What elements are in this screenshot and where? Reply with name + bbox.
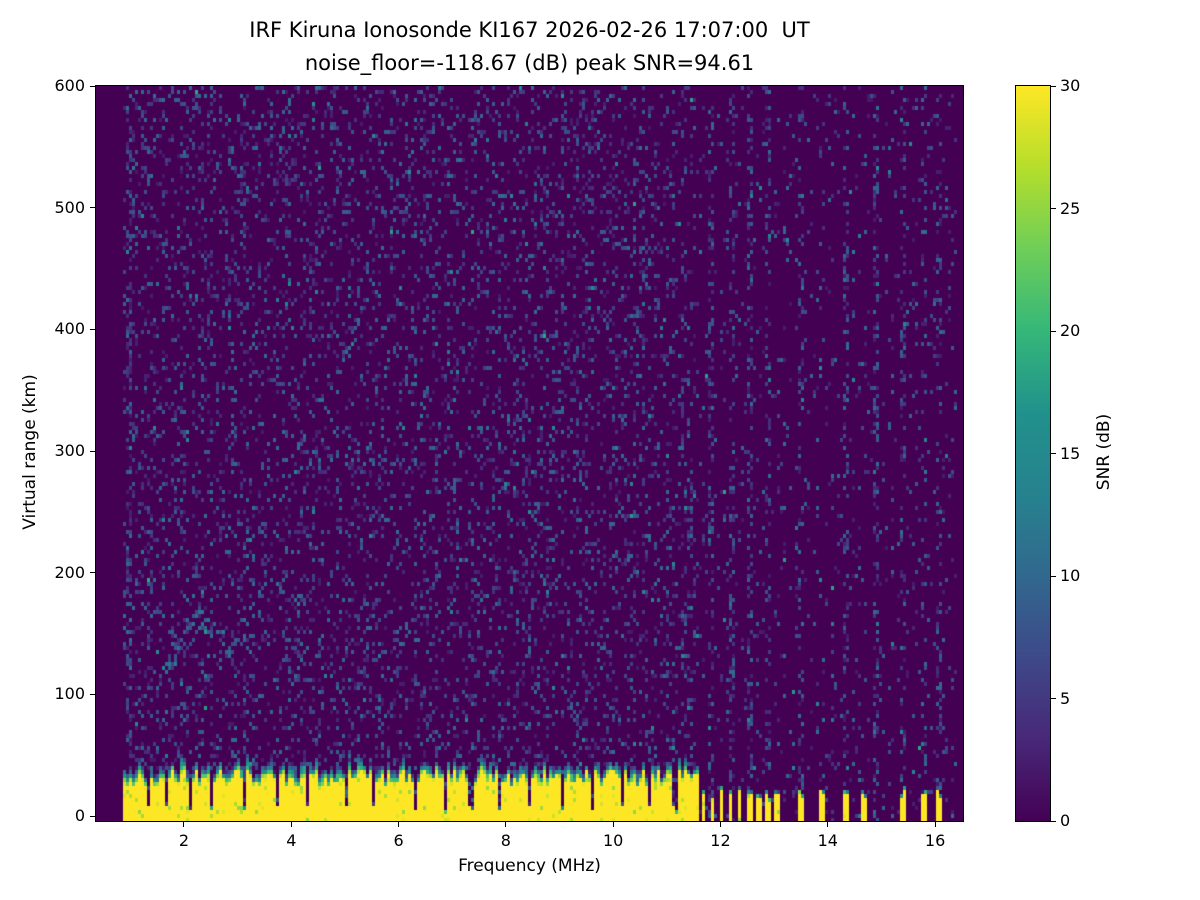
colorbar-label: SNR (dB) [1094,413,1114,491]
x-axis-tick [290,822,292,827]
y-axis-tick-label: 100 [54,684,85,704]
x-axis-tick-label: 12 [710,831,731,850]
x-axis-tick-label: 8 [500,831,511,850]
x-axis-tick [398,822,400,827]
chart-title: IRF Kiruna Ionosonde KI167 2026-02-26 17… [249,18,810,42]
colorbar-tick [1051,85,1056,87]
colorbar-tick-label: 5 [1060,688,1071,708]
x-axis-tick [934,822,936,827]
x-axis-tick [612,822,614,827]
y-axis-tick [90,207,95,209]
colorbar-tick [1051,330,1056,332]
y-axis-tick-label: 200 [54,562,85,582]
y-axis-tick-label: 500 [54,197,85,217]
y-axis-tick-label: 400 [54,319,85,339]
x-axis-tick-label: 2 [178,831,190,850]
chart-subtitle: noise_floor=-118.67 (dB) peak SNR=94.61 [304,51,755,75]
colorbar-tick [1051,575,1056,577]
colorbar-tick-label: 15 [1060,443,1081,463]
y-axis-tick-label: 300 [54,441,85,461]
y-axis-tick [90,328,95,330]
y-axis-tick [90,572,95,574]
y-axis-tick [90,85,95,87]
x-axis-tick-label: 6 [393,831,404,850]
y-axis-tick [90,815,95,817]
colorbar-tick [1051,698,1056,699]
colorbar-tick-label: 0 [1060,811,1071,830]
colorbar [1015,85,1051,822]
colorbar-tick-label: 25 [1060,198,1081,218]
x-axis-label: Frequency (MHz) [458,856,601,876]
plot-area [95,85,964,822]
x-axis-tick [183,822,185,827]
x-axis-tick [719,822,721,827]
colorbar-tick-label: 30 [1060,76,1081,95]
colorbar-tick-label: 10 [1060,566,1081,585]
x-axis-tick-label: 16 [924,831,946,850]
x-axis-tick-label: 4 [286,831,297,850]
y-axis-tick [90,693,95,695]
ionogram-heatmap-canvas [96,86,963,821]
y-axis-label: Virtual range (km) [20,374,40,530]
x-axis-tick [827,822,829,827]
y-axis-tick-label: 0 [74,806,85,826]
y-axis-tick [90,450,95,452]
colorbar-gradient [1016,86,1050,821]
x-axis-tick-label: 14 [817,831,838,850]
colorbar-tick [1051,820,1056,822]
colorbar-tick-label: 20 [1060,321,1081,340]
colorbar-tick [1051,208,1056,209]
x-axis-tick [505,822,507,827]
x-axis-tick-label: 10 [603,831,624,850]
colorbar-tick [1051,453,1056,454]
y-axis-tick-label: 600 [54,76,85,95]
